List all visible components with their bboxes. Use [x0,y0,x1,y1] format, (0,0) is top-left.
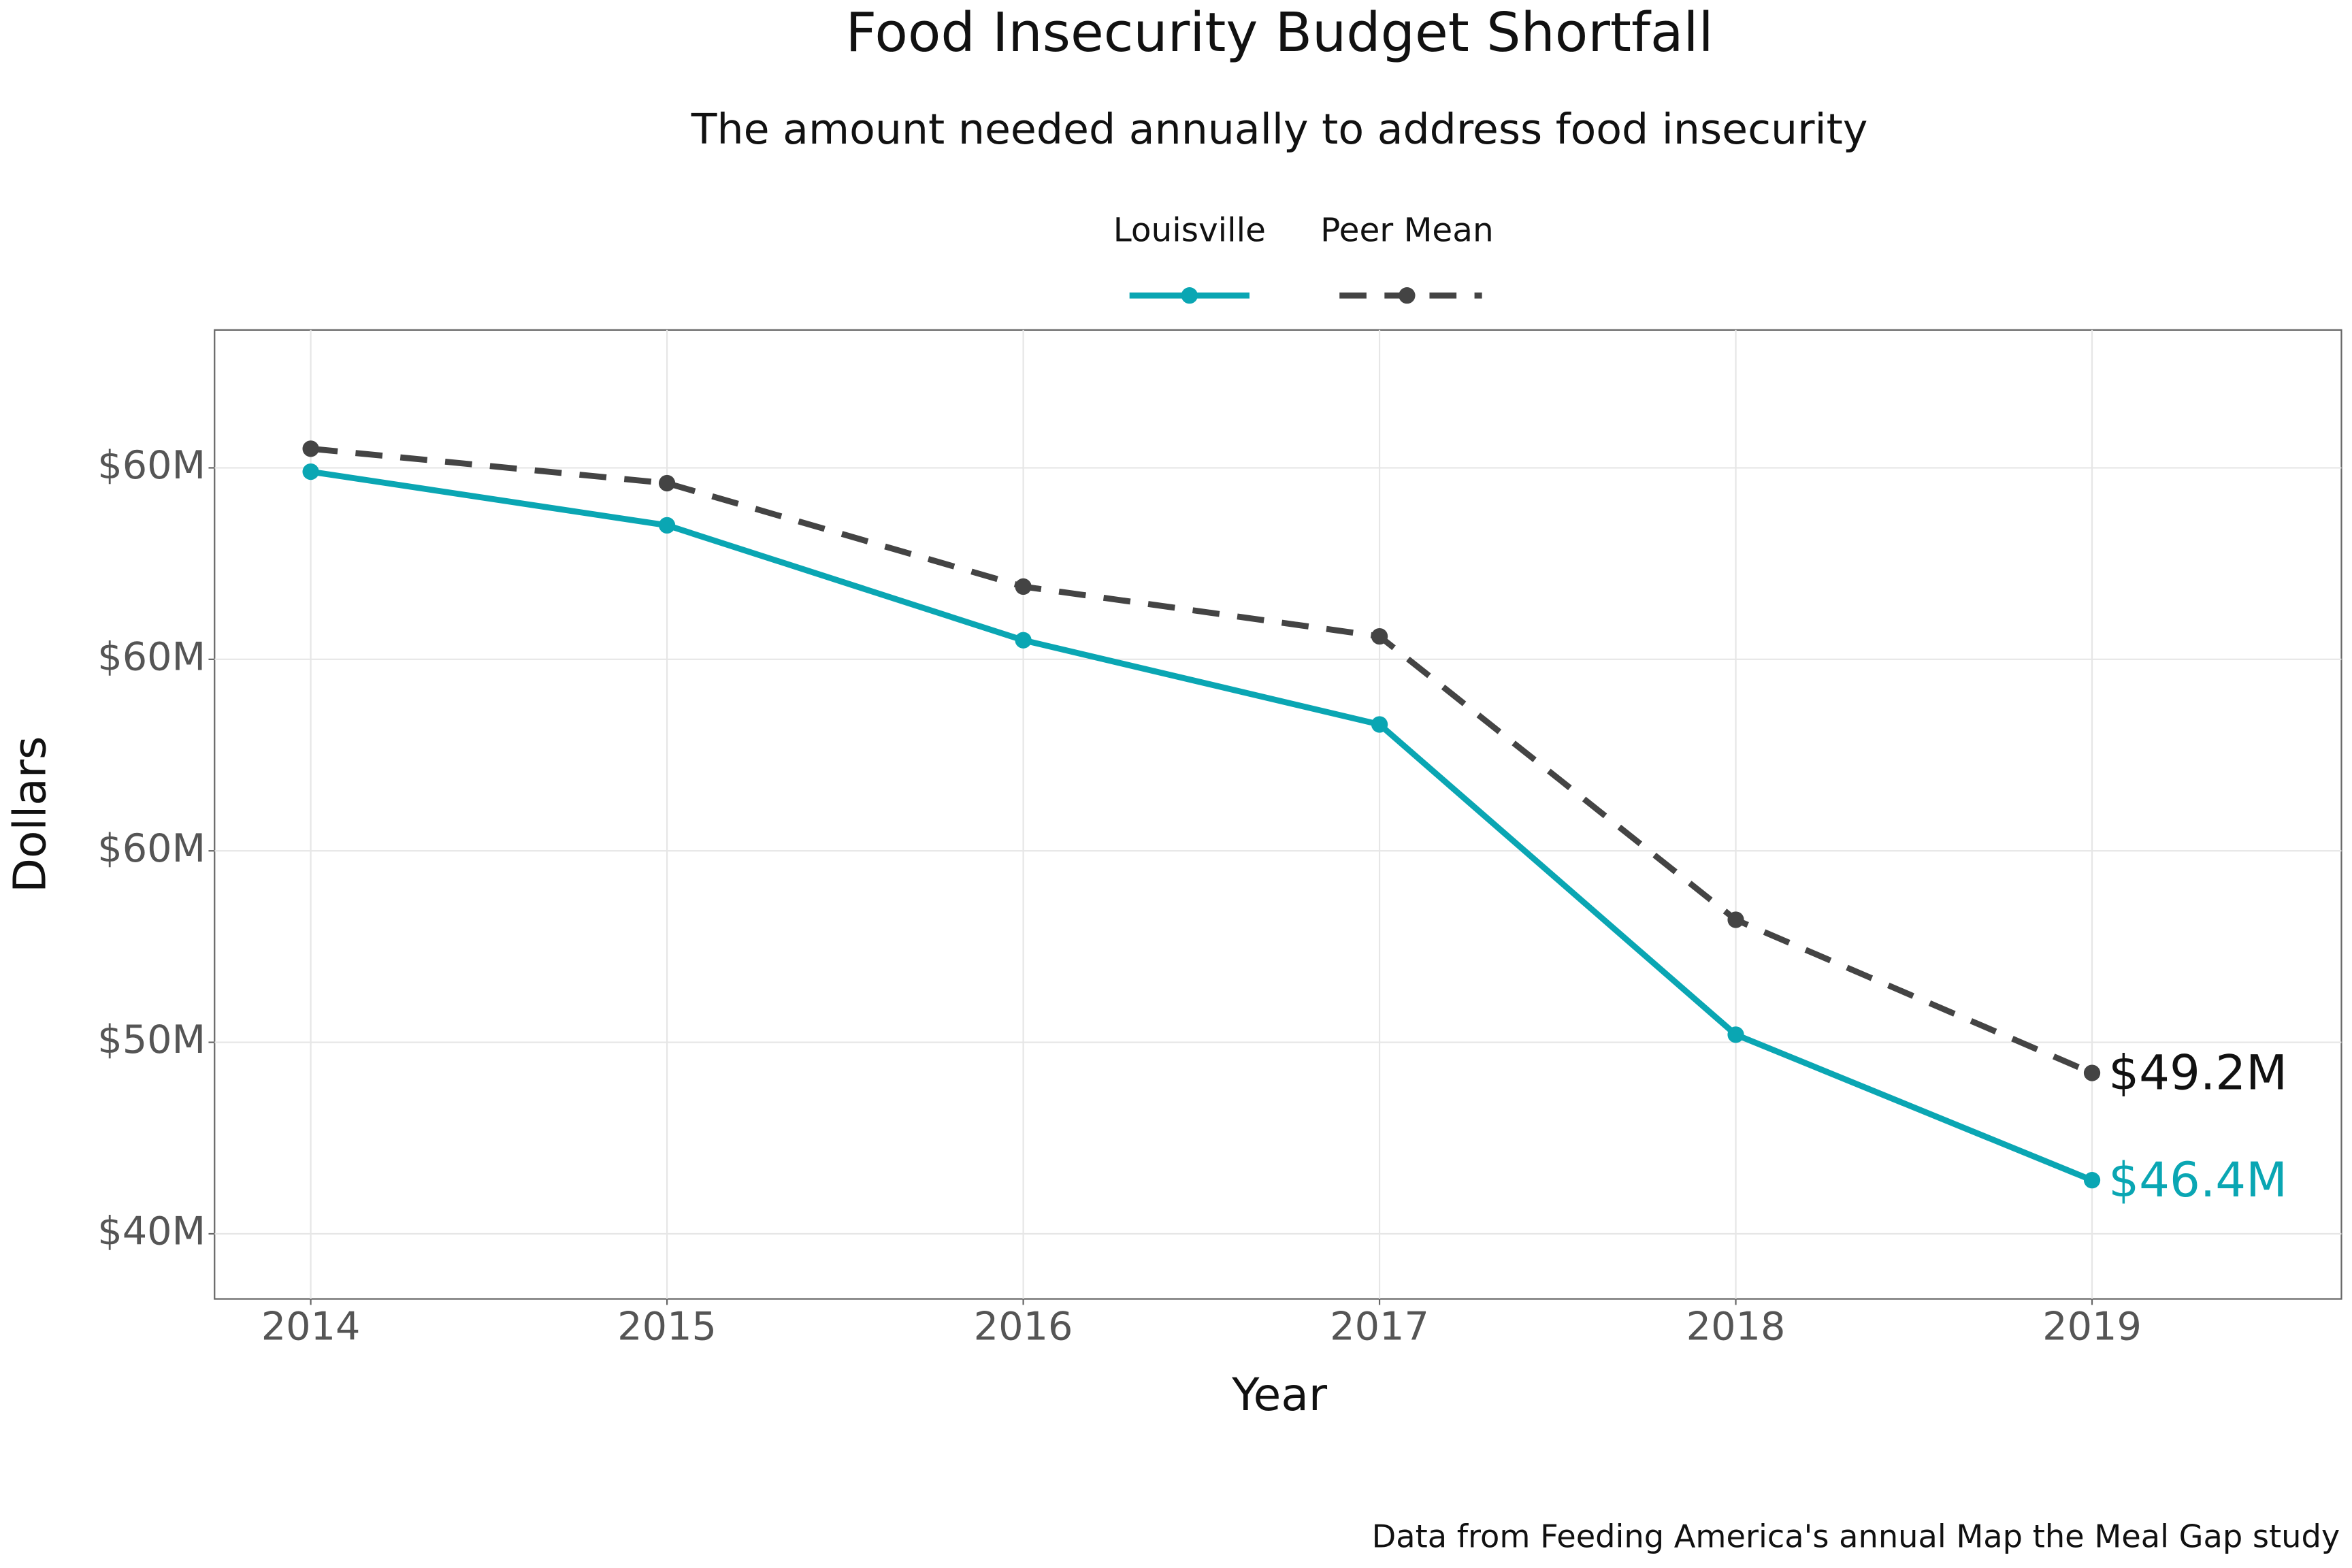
value-label: $49.2M [2108,1045,2287,1101]
x-tick-label: 2014 [261,1303,361,1349]
x-axis-title: Year [1231,1369,1328,1421]
x-tick-label: 2015 [617,1303,717,1349]
value-label: $46.4M [2108,1152,2287,1208]
point [302,440,319,457]
x-tick-label: 2017 [1330,1303,1429,1349]
legend-label: Louisville [1113,212,1266,250]
grid [214,329,2342,1299]
series-line [310,468,2093,1183]
point [2083,1172,2101,1189]
point [1015,578,1032,595]
point [658,474,676,492]
point [1727,1026,1744,1043]
point [1727,911,1744,928]
point [658,517,676,534]
chart-title: Food Insecurity Budget Shortfall [846,1,1714,64]
x-tick-label: 2018 [1686,1303,1786,1349]
y-tick-label: $60M [97,634,206,679]
chart-subtitle: The amount needed annually to address fo… [691,105,1868,154]
point [1015,632,1032,649]
point [2083,1064,2101,1081]
y-tick-label: $60M [97,442,206,488]
y-tick-label: $50M [97,1017,206,1062]
point [1371,627,1388,645]
legend-point [1399,287,1416,304]
y-axis-title: Dollars [4,736,56,893]
caption: Data from Feeding America's annual Map t… [1372,1518,2340,1555]
x-tick-label: 2019 [2042,1303,2142,1349]
point [1371,716,1388,733]
point [302,463,319,480]
legend-label: Peer Mean [1320,212,1494,250]
x-tick-label: 2016 [974,1303,1073,1349]
legend-point [1181,287,1198,304]
y-tick-label: $40M [97,1209,206,1254]
y-tick-label: $60M [97,826,206,871]
series-line [310,445,2093,1076]
